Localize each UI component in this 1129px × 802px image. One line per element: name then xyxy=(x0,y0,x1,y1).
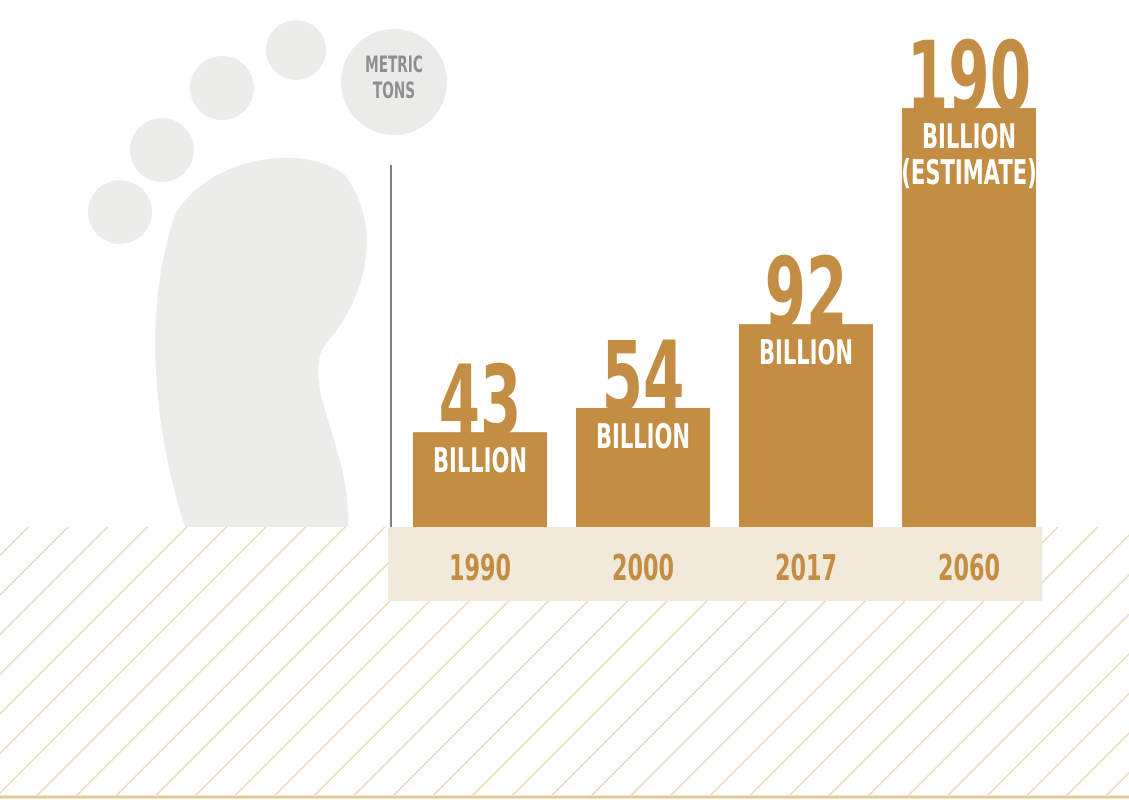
x-tick-label: 2060 xyxy=(938,548,1000,590)
value-note: (ESTIMATE) xyxy=(901,153,1036,193)
value-note: BILLION xyxy=(433,441,527,481)
x-tick-label: 2017 xyxy=(775,548,837,590)
unit-label: TONS xyxy=(373,79,415,104)
value-label: 190 xyxy=(907,21,1031,133)
value-label: 92 xyxy=(765,237,848,349)
value-label: 43 xyxy=(439,345,522,457)
bar xyxy=(413,432,547,527)
footprint xyxy=(88,20,367,527)
unit-label: METRIC xyxy=(365,53,423,78)
value-label: 54 xyxy=(602,321,685,433)
value-note: BILLION xyxy=(922,117,1016,157)
category-strip xyxy=(388,527,1042,601)
plot: METRICTONS43BILLION199054BILLION200092BI… xyxy=(365,21,1037,590)
x-tick-label: 1990 xyxy=(449,548,511,590)
unit-circle xyxy=(341,29,447,135)
bar xyxy=(739,324,873,527)
bar xyxy=(576,407,710,527)
bar xyxy=(902,108,1036,528)
x-tick-label: 2000 xyxy=(612,548,674,590)
value-note: BILLION xyxy=(759,333,853,373)
value-note: BILLION xyxy=(596,417,690,457)
